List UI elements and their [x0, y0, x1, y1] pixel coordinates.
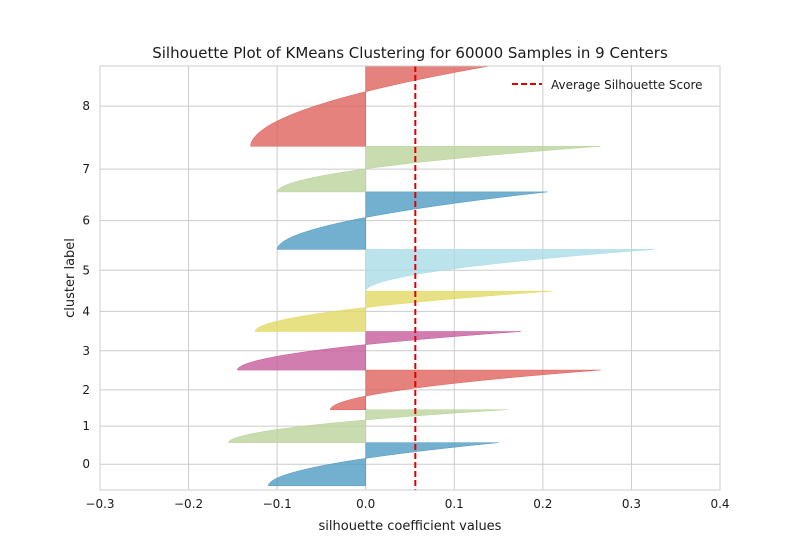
cluster-8-silhouette — [250, 66, 490, 147]
y-tick-label: 3 — [82, 344, 90, 358]
x-tick-label: −0.3 — [85, 497, 114, 511]
x-tick-label: −0.2 — [174, 497, 203, 511]
cluster-0-silhouette — [268, 442, 499, 487]
y-tick-label: 1 — [82, 419, 90, 433]
legend: Average Silhouette Score — [512, 78, 703, 92]
cluster-4-silhouette — [254, 290, 552, 332]
cluster-6-silhouette — [276, 191, 548, 250]
y-tick-label: 8 — [82, 99, 90, 113]
y-axis-label: cluster label — [63, 238, 78, 318]
x-tick-label: −0.1 — [263, 497, 292, 511]
y-tick-label: 0 — [82, 457, 90, 471]
cluster-1-silhouette — [228, 409, 508, 443]
y-tick-label: 7 — [82, 162, 90, 176]
y-tick-label: 2 — [82, 383, 90, 397]
cluster-3-silhouette — [236, 331, 521, 371]
x-tick-label: 0.4 — [710, 497, 729, 511]
y-tick-label: 4 — [82, 304, 90, 318]
cluster-2-silhouette — [329, 369, 601, 410]
silhouettes — [228, 66, 654, 487]
x-axis: −0.3 −0.2 −0.1 0.0 0.1 0.2 0.3 0.4 — [85, 497, 729, 511]
legend-label: Average Silhouette Score — [551, 78, 703, 92]
y-axis: 0 1 2 3 4 5 6 7 8 — [82, 99, 90, 471]
cluster-5-silhouette — [365, 249, 654, 292]
x-tick-label: 0.1 — [445, 497, 464, 511]
x-axis-label: silhouette coefficient values — [319, 519, 502, 534]
y-tick-label: 6 — [82, 214, 90, 228]
x-tick-label: 0.3 — [622, 497, 641, 511]
plot-frame — [99, 65, 721, 491]
cluster-7-silhouette — [276, 146, 601, 193]
x-tick-label: 0.0 — [356, 497, 375, 511]
x-tick-label: 0.2 — [533, 497, 552, 511]
y-tick-label: 5 — [82, 263, 90, 277]
chart-title: Silhouette Plot of KMeans Clustering for… — [152, 44, 668, 62]
